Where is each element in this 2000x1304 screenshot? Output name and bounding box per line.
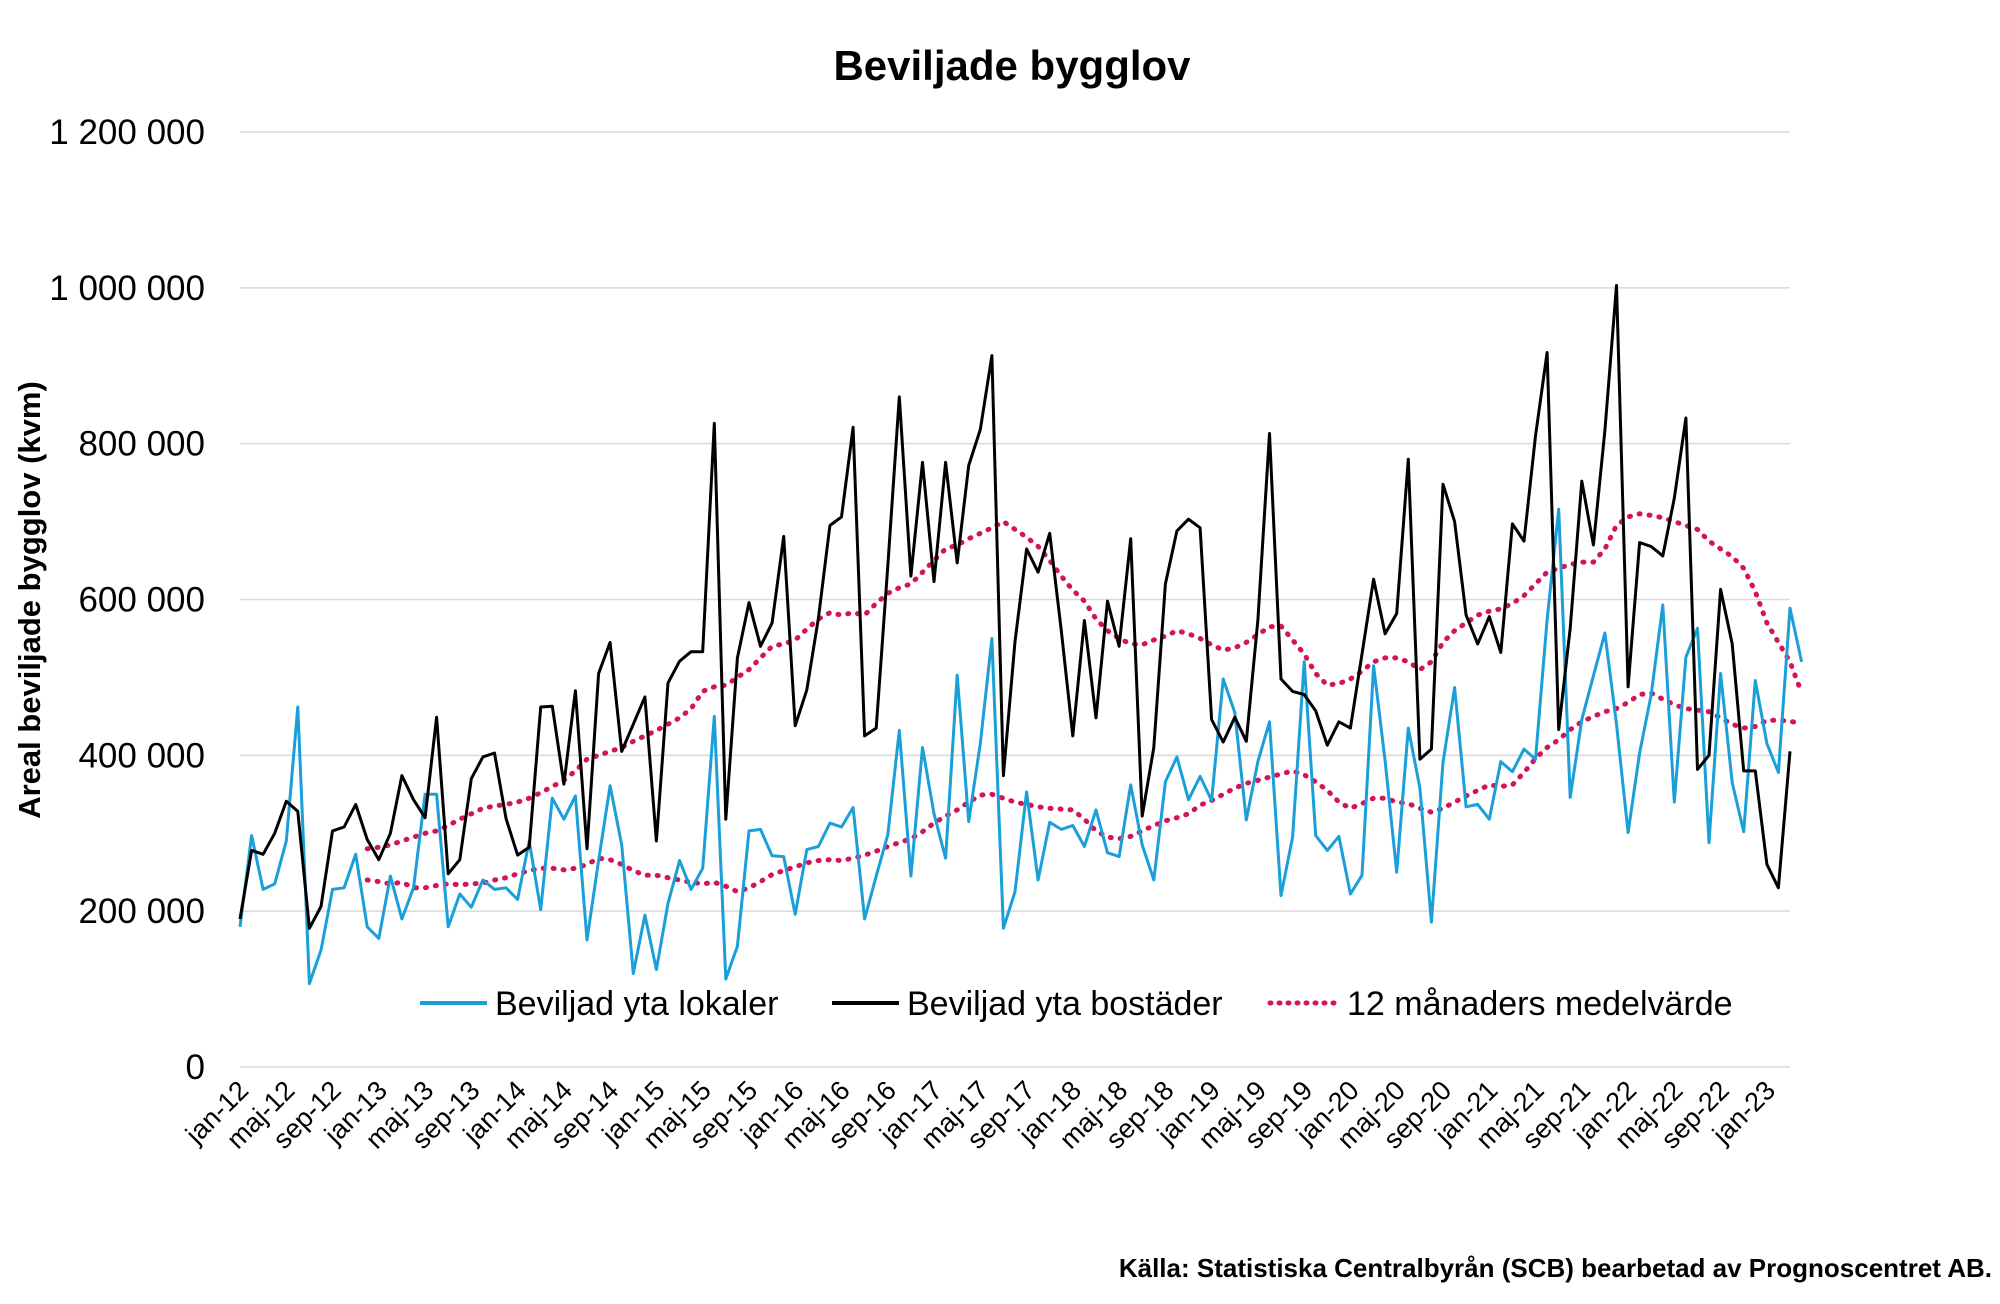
legend-label-lokaler: Beviljad yta lokaler: [495, 985, 778, 1023]
y-tick-label: 400 000: [78, 736, 205, 775]
y-tick-label: 600 000: [78, 581, 205, 620]
legend-label-bostader: Beviljad yta bostäder: [907, 985, 1223, 1023]
y-tick-label: 1 200 000: [49, 113, 205, 152]
y-tick-label: 200 000: [78, 892, 205, 931]
series-lines: [238, 284, 1805, 986]
y-tick-label: 800 000: [78, 425, 205, 464]
x-axis-ticks: jan-12maj-12sep-12jan-13maj-13sep-13jan-…: [179, 1075, 1781, 1155]
series-line-1: [238, 284, 1792, 930]
legend: Beviljad yta lokaler Beviljad yta bostäd…: [420, 985, 1733, 1023]
y-axis-ticks: 0 200 000 400 000 600 000 800 000 1 000 000 1 …: [49, 113, 205, 1087]
series-line-0: [238, 507, 1804, 986]
series-line-2: [364, 690, 1805, 895]
y-tick-label: 0: [186, 1048, 205, 1087]
legend-label-medelvarde: 12 månaders medelvärde: [1347, 985, 1733, 1023]
y-axis-label: Areal beviljade bygglov (kvm): [12, 381, 47, 819]
gridlines: [240, 131, 1790, 1068]
source-note: Källa: Statistiska Centralbyrån (SCB) be…: [1118, 1253, 1992, 1283]
chart-title: Beviljade bygglov: [833, 42, 1191, 89]
series-line-3: [364, 511, 1805, 852]
y-tick-label: 1 000 000: [49, 269, 205, 308]
